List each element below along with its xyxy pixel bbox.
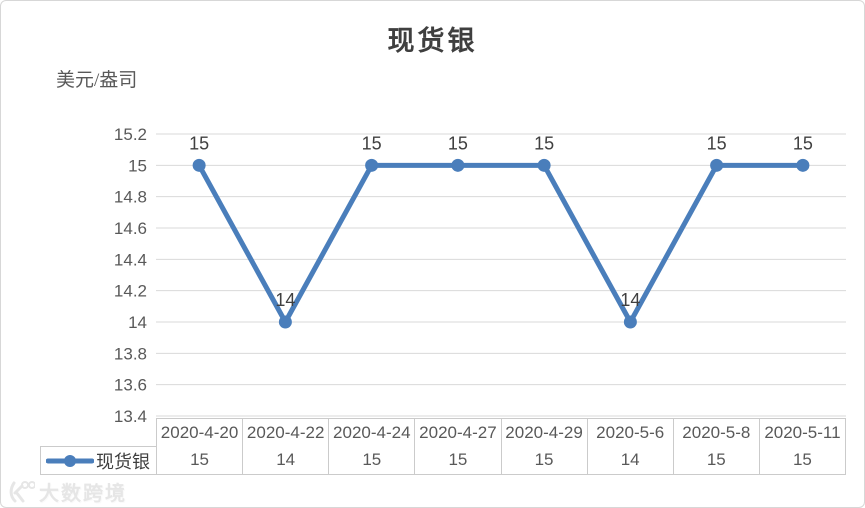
- date-header-cell: 2020-5-8: [672, 419, 759, 446]
- y-tick-label: 15: [128, 156, 147, 175]
- value-cell: 15: [500, 446, 587, 474]
- y-tick-label: 14: [128, 313, 147, 332]
- watermark: 大数跨境: [7, 477, 127, 506]
- watermark-logo-icon: [9, 480, 35, 502]
- line-series-key-icon: [46, 454, 94, 467]
- data-point-label: 14: [275, 290, 295, 310]
- data-table-header-row: 2020-4-20 2020-4-22 2020-4-24 2020-4-27 2020…: [156, 418, 846, 447]
- data-point-marker: [365, 158, 379, 172]
- watermark-text: 大数跨境: [39, 483, 127, 505]
- date-header-cell: 2020-4-20: [160, 422, 239, 442]
- value-cell: 15: [190, 450, 210, 469]
- data-point-marker: [278, 315, 292, 329]
- y-tick-label: 14.6: [114, 219, 147, 238]
- data-point-label: 14: [620, 290, 640, 310]
- value-cell: 15: [672, 446, 759, 474]
- data-point-label: 15: [707, 133, 727, 153]
- value-cell: 15: [328, 446, 414, 474]
- data-point-marker: [710, 158, 724, 172]
- date-header-cell: 2020-5-11: [758, 419, 845, 446]
- data-point-label: 15: [793, 133, 813, 153]
- data-point-label: 15: [362, 133, 382, 153]
- y-axis-unit-label: 美元/盎司: [56, 70, 138, 91]
- value-cell: 15: [414, 446, 500, 474]
- data-point-marker: [623, 315, 637, 329]
- y-tick-label: 14.2: [114, 282, 147, 301]
- y-tick-label: 13.6: [114, 376, 147, 395]
- data-point-label: 15: [189, 133, 209, 153]
- value-cell: 14: [242, 446, 328, 474]
- chart-title: 现货银: [387, 26, 478, 56]
- data-table-value-row: 15 14 15 15 15 14 15 15: [156, 446, 846, 475]
- data-point-label: 15: [448, 133, 468, 153]
- legend-series-label: 现货银: [96, 451, 150, 472]
- y-tick-label: 15.2: [114, 125, 147, 144]
- legend: 现货银: [40, 446, 156, 475]
- y-tick-label: 13.4: [114, 407, 147, 426]
- date-header-cell: 2020-4-22: [242, 419, 328, 446]
- y-tick-label: 14.8: [114, 188, 147, 207]
- data-point-marker: [192, 158, 206, 172]
- value-cell: 14: [586, 446, 673, 474]
- date-header-cell: 2020-4-24: [328, 419, 414, 446]
- date-header-cell: 2020-5-6: [586, 419, 673, 446]
- data-point-marker: [451, 158, 465, 172]
- series-line: [196, 162, 806, 325]
- value-cell: 15: [758, 446, 845, 474]
- y-tick-label: 14.4: [114, 250, 147, 269]
- data-point-marker: [796, 158, 810, 172]
- date-header-cell: 2020-4-27: [414, 419, 500, 446]
- y-tick-label: 13.8: [114, 344, 147, 363]
- data-point-marker: [537, 158, 551, 172]
- data-point-label: 15: [534, 133, 554, 153]
- date-header-cell: 2020-4-29: [500, 419, 587, 446]
